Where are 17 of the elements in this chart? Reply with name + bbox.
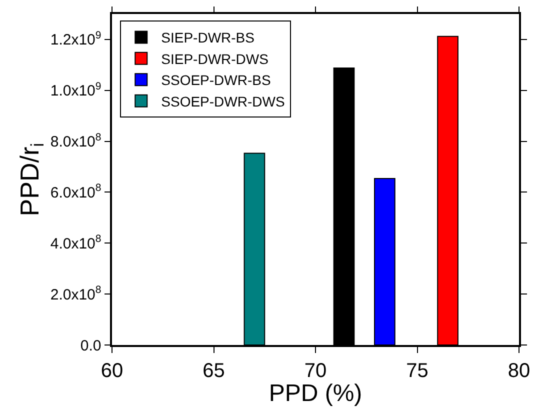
legend-label: SIEP-DWR-BS xyxy=(161,30,254,46)
x-tick-label: 65 xyxy=(202,360,225,382)
y-tick-label: 1.0x10$^{9}$ xyxy=(50,80,102,100)
x-tick-label: 70 xyxy=(304,360,327,382)
x-tick-label: 75 xyxy=(406,360,428,382)
y-tick-label: 2.0x10$^{8}$ xyxy=(50,284,102,304)
y-tick-label: 6.0x10$^{8}$ xyxy=(50,182,102,202)
y-tick-label: 4.0x10$^{8}$ xyxy=(50,233,102,252)
y-tick-label: 0.0 xyxy=(80,337,102,354)
x-tick-label: 80 xyxy=(508,360,530,382)
y-tick-label: 1.2x10$^{9}$ xyxy=(50,29,102,49)
x-tick-label: 60 xyxy=(100,360,124,382)
legend-label: SIEP-DWR-DWS xyxy=(161,50,268,67)
legend-label: SSOEP-DWR-BS xyxy=(161,72,271,88)
y-tick-label: 8.0x10$^{8}$ xyxy=(50,131,102,151)
legend-label: SSOEP-DWR-DWS xyxy=(161,93,285,110)
x-axis-title: PPD (%) xyxy=(268,380,362,407)
